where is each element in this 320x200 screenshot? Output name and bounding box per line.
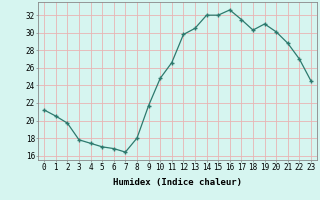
X-axis label: Humidex (Indice chaleur): Humidex (Indice chaleur) bbox=[113, 178, 242, 187]
